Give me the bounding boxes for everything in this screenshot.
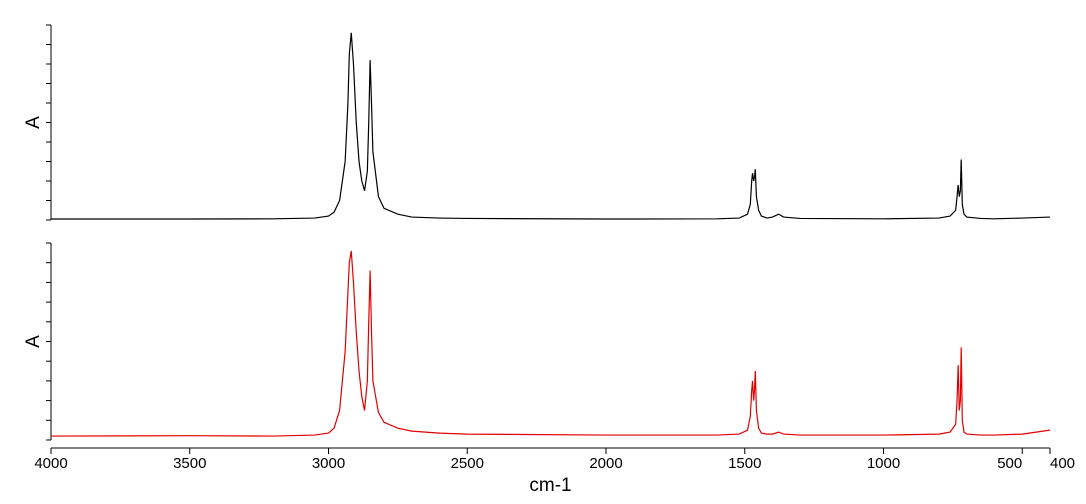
- x-axis-title: cm-1: [529, 475, 571, 496]
- x-tick-label: 1500: [728, 455, 761, 472]
- spectrum-line: [51, 32, 1051, 220]
- x-tick-label: 2500: [451, 455, 484, 472]
- x-tick-label: 3500: [173, 455, 206, 472]
- x-tick-label: 400: [1050, 455, 1075, 472]
- x-tick-label: 4000: [34, 455, 67, 472]
- x-tick-label: 500: [997, 455, 1022, 472]
- x-tick-label: 2000: [589, 455, 622, 472]
- y-axis-title: A: [23, 335, 44, 348]
- y-axis-title: A: [23, 116, 44, 129]
- x-tick-label: 3000: [312, 455, 345, 472]
- x-tick-label: 1000: [867, 455, 900, 472]
- spectrum-line: [50, 250, 1051, 437]
